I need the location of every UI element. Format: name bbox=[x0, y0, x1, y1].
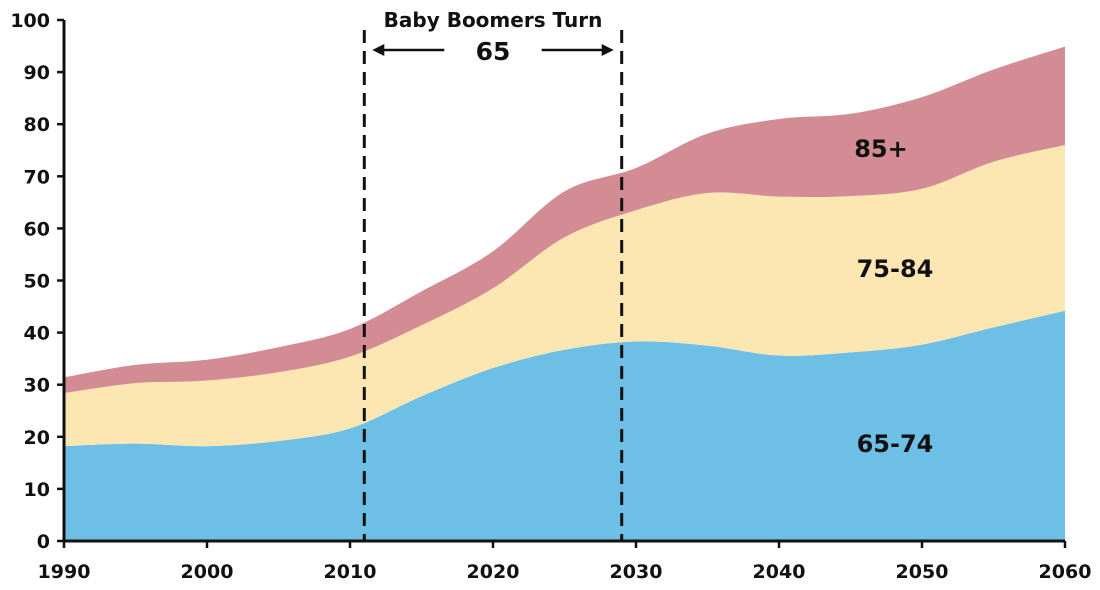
series-label-65-74: 65-74 bbox=[857, 430, 934, 458]
y-tick-label: 100 bbox=[10, 10, 50, 32]
y-axis-ticks: 0 10 20 30 40 50 60 70 80 90 100 bbox=[10, 10, 64, 553]
x-tick-label: 2010 bbox=[324, 561, 377, 583]
y-tick-label: 50 bbox=[24, 271, 50, 293]
x-tick-label: 2000 bbox=[181, 561, 234, 583]
y-tick-label: 40 bbox=[24, 323, 50, 345]
y-tick-label: 80 bbox=[24, 114, 50, 136]
y-tick-label: 10 bbox=[24, 479, 50, 501]
y-tick-label: 30 bbox=[24, 375, 50, 397]
series-labels: 65-74 75-84 85+ bbox=[854, 135, 933, 458]
series-label-85-plus: 85+ bbox=[854, 135, 908, 163]
area-75-84 bbox=[64, 145, 1065, 447]
annotation-number: 65 bbox=[476, 37, 511, 66]
x-tick-label: 2040 bbox=[753, 561, 806, 583]
x-tick-label: 1990 bbox=[38, 561, 91, 583]
x-tick-label: 2020 bbox=[467, 561, 520, 583]
y-tick-label: 20 bbox=[24, 427, 50, 449]
y-tick-label: 0 bbox=[37, 531, 50, 553]
series-label-75-84: 75-84 bbox=[857, 255, 934, 283]
y-tick-label: 70 bbox=[24, 166, 50, 188]
left-arrow-icon bbox=[372, 44, 445, 56]
baby-boomers-annotation: Baby Boomers Turn 65 bbox=[362, 8, 624, 541]
area-series-group bbox=[64, 46, 1065, 541]
right-arrow-icon bbox=[541, 44, 614, 56]
x-axis-ticks: 1990 2000 2010 2020 2030 2040 2050 2060 bbox=[38, 541, 1092, 583]
y-tick-label: 90 bbox=[24, 62, 50, 84]
x-tick-label: 2030 bbox=[610, 561, 663, 583]
annotation-title: Baby Boomers Turn bbox=[384, 8, 603, 32]
x-tick-label: 2060 bbox=[1039, 561, 1092, 583]
y-tick-label: 60 bbox=[24, 218, 50, 240]
x-tick-label: 2050 bbox=[896, 561, 949, 583]
area-65-74 bbox=[64, 310, 1065, 541]
area-85-plus bbox=[64, 46, 1065, 393]
